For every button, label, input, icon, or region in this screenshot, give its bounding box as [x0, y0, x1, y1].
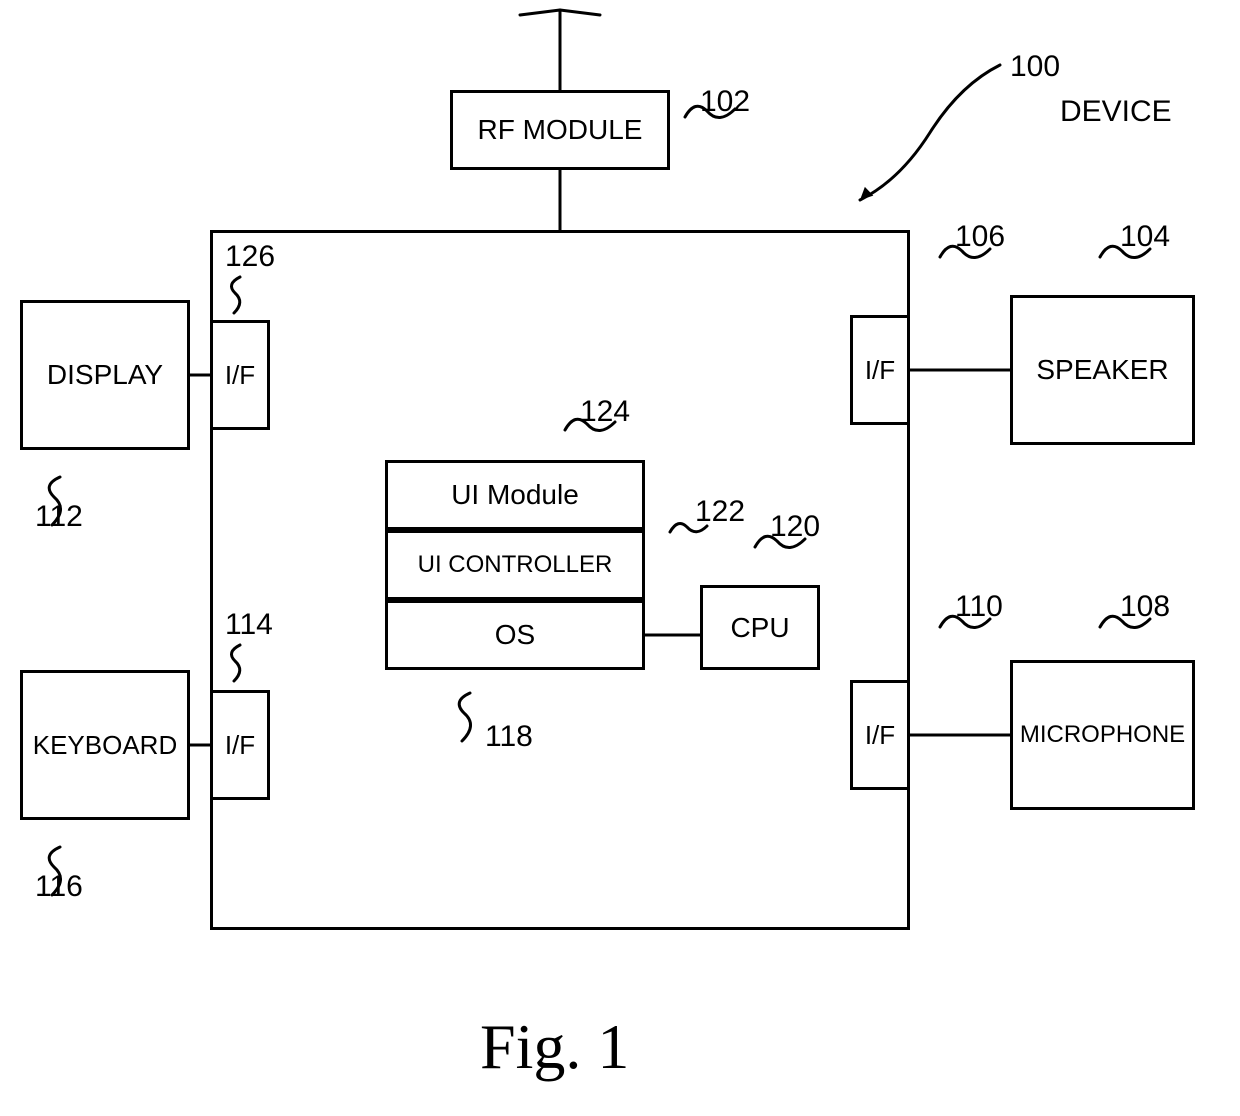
- ref-122: 122: [695, 495, 745, 529]
- node-label-display: DISPLAY: [47, 359, 163, 391]
- node-if_114: I/F: [210, 690, 270, 800]
- node-label-keyboard: KEYBOARD: [33, 730, 178, 761]
- ref-102: 102: [700, 85, 750, 119]
- device-label: DEVICE: [1060, 95, 1172, 129]
- node-os: OS: [385, 600, 645, 670]
- ref-108: 108: [1120, 590, 1170, 624]
- node-ui_ctrl: UI CONTROLLER: [385, 530, 645, 600]
- node-label-if_110: I/F: [865, 720, 895, 751]
- node-speaker: SPEAKER: [1010, 295, 1195, 445]
- figure-caption: Fig. 1: [480, 1010, 629, 1084]
- node-label-if_106: I/F: [865, 355, 895, 386]
- node-microphone: MICROPHONE: [1010, 660, 1195, 810]
- node-label-ui_module: UI Module: [451, 479, 579, 511]
- node-label-if_126: I/F: [225, 360, 255, 391]
- node-label-if_114: I/F: [225, 730, 255, 761]
- node-label-microphone: MICROPHONE: [1020, 721, 1185, 749]
- node-if_126: I/F: [210, 320, 270, 430]
- diagram-canvas: RF MODULE 102 DISPLAY 112 KEYBOARD 116 SPEAKER…: [0, 0, 1240, 1116]
- ref-124: 124: [580, 395, 630, 429]
- node-ui_module: UI Module: [385, 460, 645, 530]
- ref-118: 118: [485, 720, 533, 754]
- ref-114: 114: [225, 608, 273, 642]
- ref-104: 104: [1120, 220, 1170, 254]
- ref-110: 110: [955, 590, 1003, 624]
- ref-112: 112: [35, 500, 83, 534]
- node-label-cpu: CPU: [730, 612, 789, 644]
- ref-106: 106: [955, 220, 1005, 254]
- node-keyboard: KEYBOARD: [20, 670, 190, 820]
- ref-116: 116: [35, 870, 83, 904]
- node-label-os: OS: [495, 619, 535, 651]
- node-if_106: I/F: [850, 315, 910, 425]
- node-display: DISPLAY: [20, 300, 190, 450]
- node-rf: RF MODULE: [450, 90, 670, 170]
- ref-100: 100: [1010, 50, 1060, 84]
- node-label-speaker: SPEAKER: [1036, 354, 1168, 386]
- node-if_110: I/F: [850, 680, 910, 790]
- node-cpu: CPU: [700, 585, 820, 670]
- node-label-rf: RF MODULE: [478, 114, 643, 146]
- ref-120: 120: [770, 510, 820, 544]
- node-label-ui_ctrl: UI CONTROLLER: [418, 551, 613, 579]
- ref-126: 126: [225, 240, 275, 274]
